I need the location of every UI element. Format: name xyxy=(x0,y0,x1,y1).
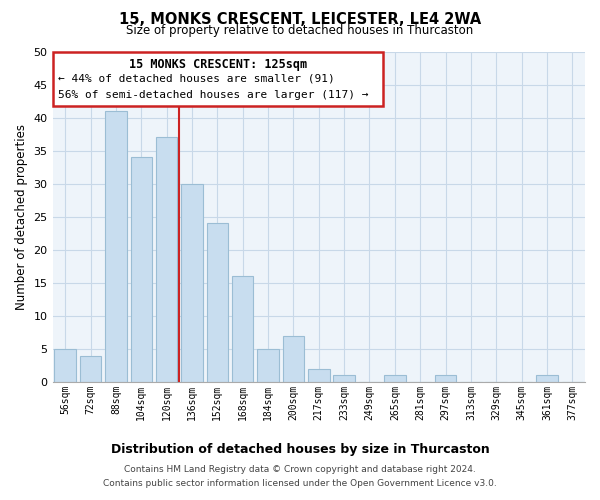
Bar xyxy=(435,376,457,382)
Text: Size of property relative to detached houses in Thurcaston: Size of property relative to detached ho… xyxy=(127,24,473,37)
Bar xyxy=(206,224,228,382)
Bar xyxy=(181,184,203,382)
Bar xyxy=(55,349,76,382)
Bar xyxy=(156,138,178,382)
Bar xyxy=(334,376,355,382)
Bar xyxy=(283,336,304,382)
Bar xyxy=(308,369,329,382)
Bar xyxy=(105,111,127,382)
Bar xyxy=(536,376,558,382)
FancyBboxPatch shape xyxy=(53,52,383,106)
Bar xyxy=(80,356,101,382)
Text: Distribution of detached houses by size in Thurcaston: Distribution of detached houses by size … xyxy=(110,442,490,456)
Text: ← 44% of detached houses are smaller (91): ← 44% of detached houses are smaller (91… xyxy=(58,74,335,84)
Text: 15 MONKS CRESCENT: 125sqm: 15 MONKS CRESCENT: 125sqm xyxy=(128,58,307,71)
Bar xyxy=(232,276,253,382)
Bar xyxy=(131,158,152,382)
Text: 56% of semi-detached houses are larger (117) →: 56% of semi-detached houses are larger (… xyxy=(58,90,368,100)
Bar xyxy=(257,349,279,382)
Bar xyxy=(384,376,406,382)
Y-axis label: Number of detached properties: Number of detached properties xyxy=(15,124,28,310)
Text: 15, MONKS CRESCENT, LEICESTER, LE4 2WA: 15, MONKS CRESCENT, LEICESTER, LE4 2WA xyxy=(119,12,481,28)
Text: Contains HM Land Registry data © Crown copyright and database right 2024.
Contai: Contains HM Land Registry data © Crown c… xyxy=(103,466,497,487)
